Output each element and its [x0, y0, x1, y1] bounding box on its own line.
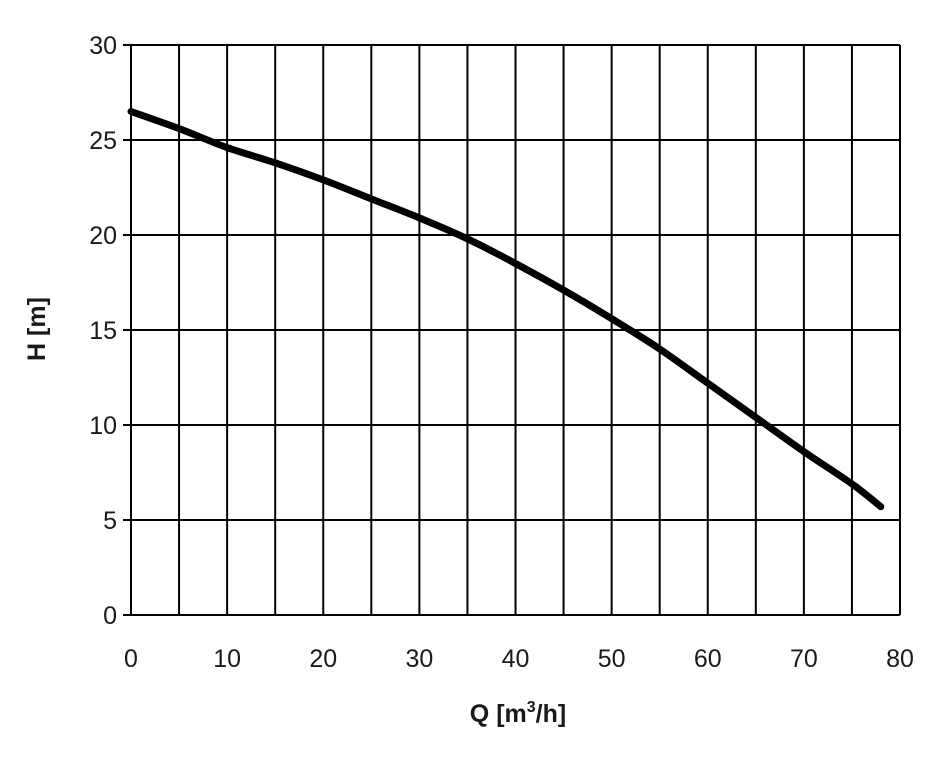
y-tick-label-20: 20 [89, 222, 117, 250]
y-tick-label-30: 30 [89, 32, 117, 60]
x-tick-label-60: 60 [694, 645, 722, 673]
x-axis-title-main: Q [m [470, 700, 527, 728]
x-tick-label-40: 40 [502, 645, 530, 673]
series-group [127, 108, 885, 511]
x-tick-label-30: 30 [405, 645, 433, 673]
y-tick-label-25: 25 [89, 127, 117, 155]
x-tick-label-0: 0 [124, 645, 138, 673]
x-tick-label-70: 70 [790, 645, 818, 673]
x-tick-label-80: 80 [886, 645, 914, 673]
x-axis-title: Q [m3/h] [470, 699, 566, 728]
y-tick-labels: 0 5 10 15 20 25 30 [89, 32, 117, 630]
y-tick-label-10: 10 [89, 412, 117, 440]
y-tick-label-0: 0 [103, 602, 117, 630]
x-tick-labels: 0 10 20 30 40 50 60 70 80 [124, 645, 914, 673]
x-tick-label-10: 10 [213, 645, 241, 673]
y-tick-label-15: 15 [89, 317, 117, 345]
y-axis-title: H [m] [23, 297, 51, 361]
y-tick-label-5: 5 [103, 507, 117, 535]
series-line-0 [127, 108, 885, 511]
x-axis-title-superscript: 3 [527, 699, 536, 716]
x-tick-label-20: 20 [309, 645, 337, 673]
x-axis-title-unit: /h] [536, 700, 567, 728]
x-tick-label-50: 50 [598, 645, 626, 673]
